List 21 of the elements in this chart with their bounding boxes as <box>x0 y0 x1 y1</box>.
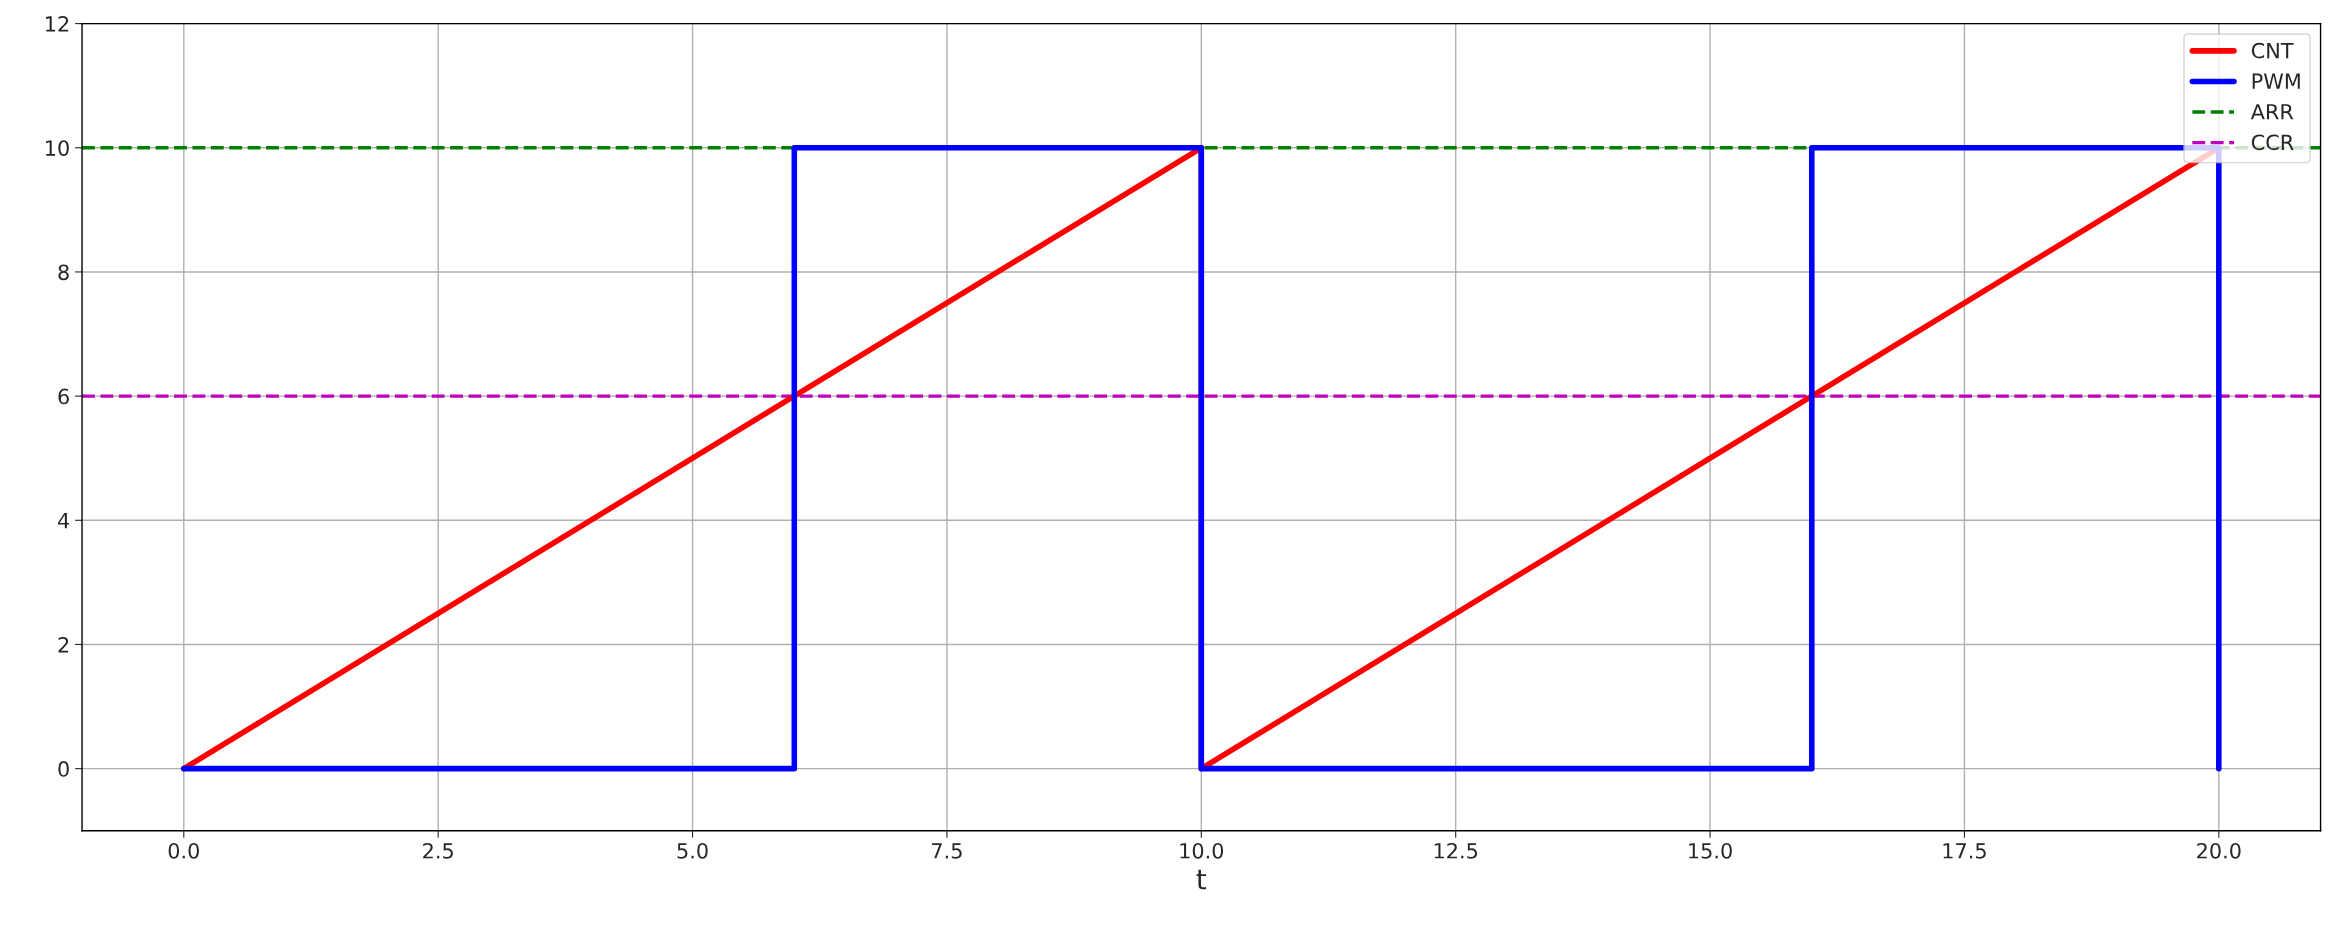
y-tick-label: 6 <box>58 388 69 405</box>
y-tick-label: 0 <box>58 761 69 777</box>
x-tick-label: 5.0 <box>677 842 708 859</box>
legend-label: PWM <box>2252 73 2300 89</box>
y-tick-label: 8 <box>58 264 69 281</box>
y-tick-label: 10 <box>46 140 69 156</box>
x-tick-label: 20.0 <box>2197 842 2241 859</box>
y-tick-label: 4 <box>58 513 70 529</box>
legend-label: CCR <box>2251 134 2294 151</box>
x-tick-label: 12.5 <box>1434 842 1478 859</box>
x-tick-label: 17.5 <box>1943 843 1986 859</box>
y-tick-label: 12 <box>46 16 69 32</box>
x-tick-label: 10.0 <box>1180 842 1224 859</box>
x-tick-label: 2.5 <box>423 842 453 859</box>
legend-label: ARR <box>2250 104 2294 120</box>
x-axis-title: t <box>1196 869 1207 890</box>
x-tick-label: 7.5 <box>932 843 962 859</box>
x-tick-label: 0.0 <box>168 842 199 859</box>
legend-label: CNT <box>2251 42 2294 59</box>
y-tick-label: 2 <box>58 636 69 653</box>
x-tick-label: 15.0 <box>1689 842 1732 859</box>
